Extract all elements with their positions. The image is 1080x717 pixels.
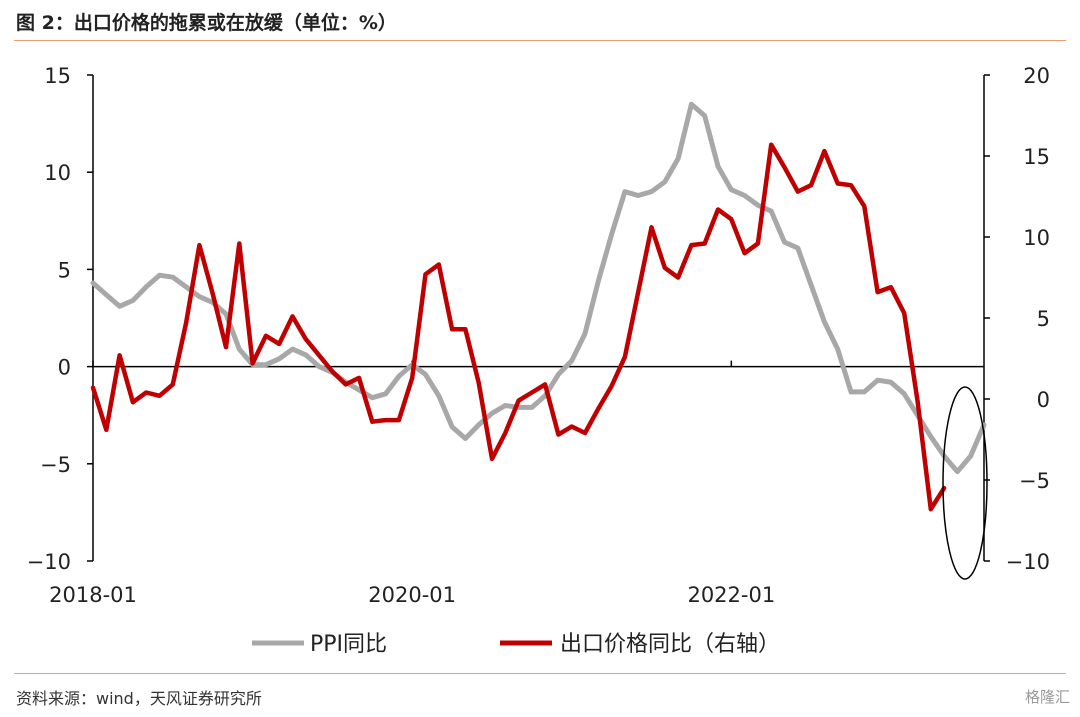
right-tick-label: 20	[1023, 64, 1050, 88]
legend-export-price-label: 出口价格同比（右轴）	[560, 632, 780, 657]
source-divider	[14, 673, 1066, 674]
left-tick-label: 15	[44, 64, 71, 88]
tick-label-layer: −10 −5 0 5 10 15 −10 −5 0 5 10 15 20 2018-01 2020-01 20…	[27, 64, 1050, 607]
legend-ppi-label: PPI同比	[310, 632, 387, 657]
left-tick-label: 0	[58, 356, 71, 380]
left-tick-label: 10	[44, 161, 71, 185]
source-note: 资料来源：wind，天风证券研究所	[16, 689, 262, 708]
title-divider	[14, 40, 1066, 41]
series-layer	[90, 101, 988, 580]
left-tick-label: 5	[58, 258, 71, 282]
right-tick-label: −10	[1006, 550, 1050, 574]
right-tick-label: −5	[1019, 469, 1050, 493]
right-tick-label: 0	[1037, 388, 1050, 412]
right-tick-label: 10	[1023, 226, 1050, 250]
export-price-series-line	[90, 142, 947, 512]
left-tick-label: −5	[40, 453, 71, 477]
line-chart: −10 −5 0 5 10 15 −10 −5 0 5 10 15 20 2018-01 2020-01 20…	[27, 64, 1050, 657]
right-tick-label: 5	[1037, 307, 1050, 331]
right-tick-label: 15	[1023, 145, 1050, 169]
x-tick-label: 2018-01	[49, 583, 137, 607]
x-tick-label: 2022-01	[687, 583, 775, 607]
watermark-logo: 格隆汇	[1024, 688, 1070, 706]
legend: PPI同比 出口价格同比（右轴）	[252, 632, 780, 657]
chart-title: 图 2：出口价格的拖累或在放缓（单位：%）	[16, 12, 397, 34]
left-tick-label: −10	[27, 550, 71, 574]
highlight-ellipse	[942, 386, 988, 580]
axes-layer	[87, 74, 990, 562]
ppi-series-line	[90, 101, 987, 475]
x-tick-label: 2020-01	[368, 583, 456, 607]
